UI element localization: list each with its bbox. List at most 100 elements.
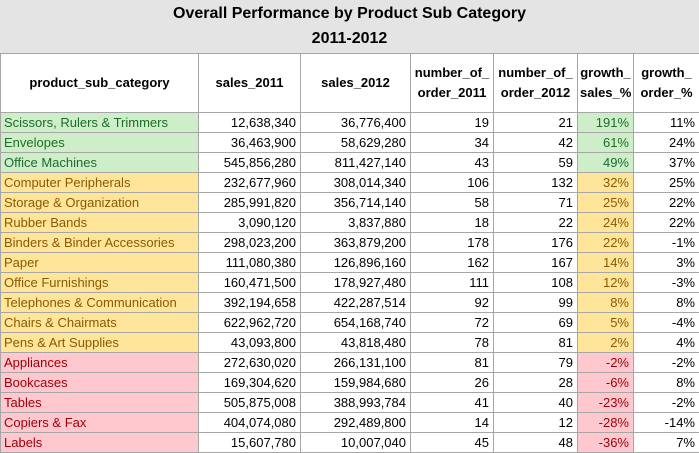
col-header-sales-2011[interactable]: sales_2011 bbox=[198, 53, 301, 113]
cell-sales-2011[interactable]: 392,194,658 bbox=[198, 292, 301, 313]
cell-growth-order[interactable]: -2% bbox=[633, 352, 699, 373]
cell-sales-2011[interactable]: 622,962,720 bbox=[198, 312, 301, 333]
cell-growth-sales[interactable]: 2% bbox=[577, 332, 634, 353]
cell-growth-order[interactable]: -3% bbox=[633, 272, 699, 293]
cell-growth-order[interactable]: 25% bbox=[633, 172, 699, 193]
cell-growth-sales[interactable]: 14% bbox=[577, 252, 634, 273]
cell-growth-sales[interactable]: 25% bbox=[577, 192, 634, 213]
cell-orders-2012[interactable]: 22 bbox=[493, 212, 578, 233]
cell-orders-2012[interactable]: 108 bbox=[493, 272, 578, 293]
cell-category[interactable]: Binders & Binder Accessories bbox=[0, 232, 199, 253]
cell-growth-sales[interactable]: -36% bbox=[577, 432, 634, 453]
cell-growth-sales[interactable]: 32% bbox=[577, 172, 634, 193]
cell-sales-2011[interactable]: 15,607,780 bbox=[198, 432, 301, 453]
cell-sales-2012[interactable]: 308,014,340 bbox=[300, 172, 411, 193]
cell-orders-2012[interactable]: 28 bbox=[493, 372, 578, 393]
cell-growth-order[interactable]: 22% bbox=[633, 192, 699, 213]
cell-growth-sales[interactable]: 8% bbox=[577, 292, 634, 313]
cell-sales-2012[interactable]: 10,007,040 bbox=[300, 432, 411, 453]
cell-orders-2012[interactable]: 12 bbox=[493, 412, 578, 433]
cell-orders-2012[interactable]: 132 bbox=[493, 172, 578, 193]
cell-sales-2011[interactable]: 505,875,008 bbox=[198, 392, 301, 413]
cell-growth-order[interactable]: 8% bbox=[633, 292, 699, 313]
cell-sales-2012[interactable]: 43,818,480 bbox=[300, 332, 411, 353]
cell-orders-2011[interactable]: 19 bbox=[410, 112, 494, 133]
cell-growth-sales[interactable]: -6% bbox=[577, 372, 634, 393]
cell-category[interactable]: Labels bbox=[0, 432, 199, 453]
cell-orders-2012[interactable]: 40 bbox=[493, 392, 578, 413]
cell-category[interactable]: Chairs & Chairmats bbox=[0, 312, 199, 333]
col-header-growth-sales[interactable]: growth_ sales_% bbox=[577, 53, 634, 113]
cell-sales-2011[interactable]: 3,090,120 bbox=[198, 212, 301, 233]
cell-category[interactable]: Office Furnishings bbox=[0, 272, 199, 293]
cell-orders-2011[interactable]: 178 bbox=[410, 232, 494, 253]
cell-category[interactable]: Copiers & Fax bbox=[0, 412, 199, 433]
cell-growth-sales[interactable]: -2% bbox=[577, 352, 634, 373]
cell-orders-2011[interactable]: 111 bbox=[410, 272, 494, 293]
cell-growth-order[interactable]: -2% bbox=[633, 392, 699, 413]
cell-growth-order[interactable]: 8% bbox=[633, 372, 699, 393]
cell-orders-2012[interactable]: 59 bbox=[493, 152, 578, 173]
cell-sales-2012[interactable]: 811,427,140 bbox=[300, 152, 411, 173]
cell-category[interactable]: Storage & Organization bbox=[0, 192, 199, 213]
cell-category[interactable]: Office Machines bbox=[0, 152, 199, 173]
cell-orders-2011[interactable]: 81 bbox=[410, 352, 494, 373]
cell-sales-2011[interactable]: 272,630,020 bbox=[198, 352, 301, 373]
cell-growth-order[interactable]: -4% bbox=[633, 312, 699, 333]
cell-sales-2011[interactable]: 111,080,380 bbox=[198, 252, 301, 273]
cell-orders-2012[interactable]: 42 bbox=[493, 132, 578, 153]
cell-sales-2011[interactable]: 232,677,960 bbox=[198, 172, 301, 193]
cell-orders-2012[interactable]: 167 bbox=[493, 252, 578, 273]
cell-sales-2012[interactable]: 178,927,480 bbox=[300, 272, 411, 293]
cell-orders-2011[interactable]: 45 bbox=[410, 432, 494, 453]
cell-orders-2011[interactable]: 14 bbox=[410, 412, 494, 433]
cell-category[interactable]: Scissors, Rulers & Trimmers bbox=[0, 112, 199, 133]
cell-category[interactable]: Computer Peripherals bbox=[0, 172, 199, 193]
col-header-growth-order[interactable]: growth_ order_% bbox=[633, 53, 699, 113]
cell-growth-sales[interactable]: 12% bbox=[577, 272, 634, 293]
col-header-orders-2011[interactable]: number_of_ order_2011 bbox=[410, 53, 494, 113]
cell-sales-2012[interactable]: 36,776,400 bbox=[300, 112, 411, 133]
cell-growth-order[interactable]: 37% bbox=[633, 152, 699, 173]
cell-category[interactable]: Rubber Bands bbox=[0, 212, 199, 233]
cell-category[interactable]: Envelopes bbox=[0, 132, 199, 153]
cell-growth-order[interactable]: 3% bbox=[633, 252, 699, 273]
cell-sales-2012[interactable]: 422,287,514 bbox=[300, 292, 411, 313]
cell-orders-2011[interactable]: 41 bbox=[410, 392, 494, 413]
cell-orders-2012[interactable]: 79 bbox=[493, 352, 578, 373]
cell-sales-2012[interactable]: 388,993,784 bbox=[300, 392, 411, 413]
cell-orders-2012[interactable]: 21 bbox=[493, 112, 578, 133]
cell-growth-sales[interactable]: 61% bbox=[577, 132, 634, 153]
col-header-orders-2012[interactable]: number_of_ order_2012 bbox=[493, 53, 578, 113]
cell-growth-order[interactable]: 22% bbox=[633, 212, 699, 233]
cell-sales-2011[interactable]: 285,991,820 bbox=[198, 192, 301, 213]
cell-orders-2011[interactable]: 34 bbox=[410, 132, 494, 153]
cell-sales-2012[interactable]: 654,168,740 bbox=[300, 312, 411, 333]
cell-orders-2011[interactable]: 72 bbox=[410, 312, 494, 333]
cell-orders-2012[interactable]: 48 bbox=[493, 432, 578, 453]
cell-sales-2012[interactable]: 126,896,160 bbox=[300, 252, 411, 273]
cell-sales-2011[interactable]: 160,471,500 bbox=[198, 272, 301, 293]
cell-growth-sales[interactable]: -28% bbox=[577, 412, 634, 433]
cell-growth-order[interactable]: -1% bbox=[633, 232, 699, 253]
cell-orders-2012[interactable]: 71 bbox=[493, 192, 578, 213]
col-header-sales-2012[interactable]: sales_2012 bbox=[300, 53, 411, 113]
cell-sales-2012[interactable]: 3,837,880 bbox=[300, 212, 411, 233]
cell-growth-sales[interactable]: 191% bbox=[577, 112, 634, 133]
col-header-product-sub-category[interactable]: product_sub_category bbox=[0, 53, 199, 113]
cell-category[interactable]: Bookcases bbox=[0, 372, 199, 393]
cell-orders-2012[interactable]: 99 bbox=[493, 292, 578, 313]
cell-orders-2012[interactable]: 176 bbox=[493, 232, 578, 253]
cell-orders-2011[interactable]: 162 bbox=[410, 252, 494, 273]
cell-sales-2011[interactable]: 404,074,080 bbox=[198, 412, 301, 433]
cell-sales-2012[interactable]: 159,984,680 bbox=[300, 372, 411, 393]
cell-category[interactable]: Pens & Art Supplies bbox=[0, 332, 199, 353]
cell-sales-2012[interactable]: 356,714,140 bbox=[300, 192, 411, 213]
cell-orders-2011[interactable]: 18 bbox=[410, 212, 494, 233]
cell-orders-2012[interactable]: 81 bbox=[493, 332, 578, 353]
cell-growth-sales[interactable]: -23% bbox=[577, 392, 634, 413]
cell-growth-sales[interactable]: 49% bbox=[577, 152, 634, 173]
cell-sales-2011[interactable]: 298,023,200 bbox=[198, 232, 301, 253]
cell-sales-2012[interactable]: 292,489,800 bbox=[300, 412, 411, 433]
cell-growth-order[interactable]: 24% bbox=[633, 132, 699, 153]
